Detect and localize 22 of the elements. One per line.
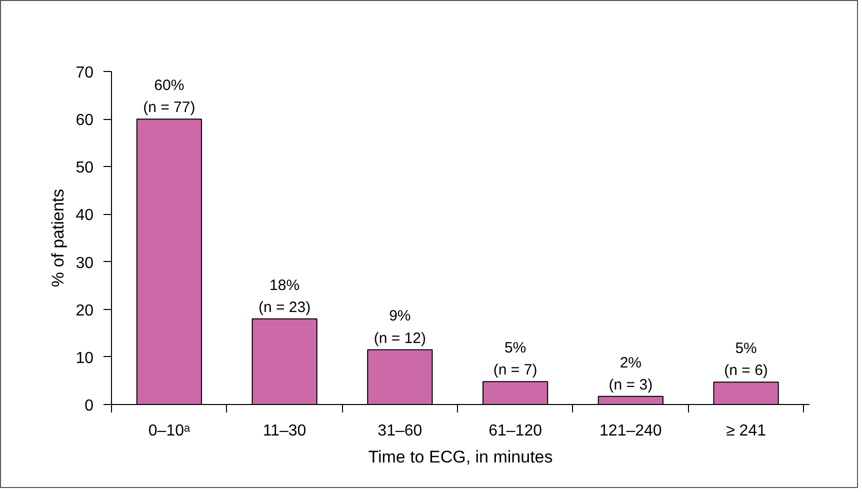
y-tick-label: 30 [76, 254, 94, 272]
x-tick-label: 0–10ᵃ [148, 422, 192, 440]
y-tick-label: 20 [76, 302, 94, 320]
data-label: 9% (n = 12) [374, 308, 426, 347]
x-tick-label: 31–60 [378, 422, 422, 440]
y-tick-label: 50 [76, 160, 94, 177]
x-tick-label: 11–30 [262, 422, 306, 440]
data-label: 60% (n = 77) [143, 76, 196, 116]
x-tick-label: 61–120 [488, 422, 542, 440]
y-axis-title: % of patients [48, 188, 68, 288]
data-label: 18% (n = 23) [258, 276, 311, 316]
y-tick-label: 40 [76, 207, 94, 224]
x-tick-label: 121–240 [600, 422, 662, 440]
data-label: 5% (n = 6) [724, 340, 768, 380]
x-axis-title: Time to ECG, in minutes [368, 448, 553, 466]
y-tick-label: 70 [76, 64, 94, 82]
data-label: 2% (n = 3) [608, 354, 653, 394]
y-tick-label: 0 [84, 398, 94, 414]
data-label: 5% (n = 7) [493, 340, 538, 379]
x-tick-label: ≥ 241 [726, 422, 766, 440]
y-tick-label: 60 [76, 112, 94, 130]
y-tick-label: 10 [76, 350, 94, 367]
